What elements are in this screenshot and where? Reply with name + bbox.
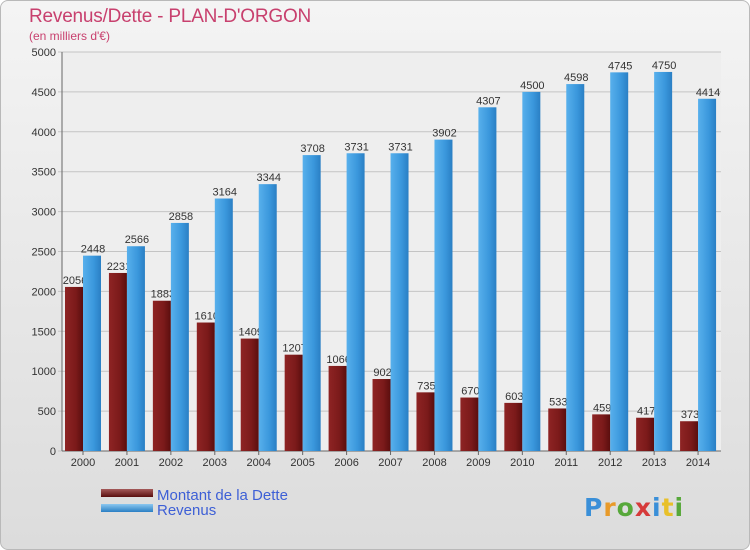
bar-revenus xyxy=(478,107,497,452)
chart-subtitle: (en milliers d'€) xyxy=(29,29,110,43)
bar-revenus xyxy=(258,184,277,451)
x-tick-label: 2004 xyxy=(246,457,270,469)
x-tick-label: 2005 xyxy=(290,457,314,469)
bar-revenus xyxy=(522,91,541,452)
data-label: 2566 xyxy=(125,234,149,246)
data-label: 603 xyxy=(505,391,523,403)
x-tick-label: 2008 xyxy=(422,457,446,469)
x-tick-label: 2000 xyxy=(71,457,95,469)
y-tick-label: 500 xyxy=(38,406,56,418)
data-label: 3731 xyxy=(344,141,368,153)
bar-dette xyxy=(240,338,259,451)
data-label: 3344 xyxy=(256,172,280,184)
bar-revenus xyxy=(390,153,409,451)
bar-dette xyxy=(680,421,699,451)
x-tick-label: 2001 xyxy=(115,457,139,469)
bar-revenus xyxy=(126,246,145,451)
y-tick-label: 0 xyxy=(50,446,56,458)
data-label: 4414 xyxy=(696,87,720,99)
x-tick-label: 2010 xyxy=(510,457,534,469)
y-tick-label: 1000 xyxy=(32,366,56,378)
y-tick-label: 4500 xyxy=(32,87,56,99)
data-label: 4307 xyxy=(476,95,500,107)
legend-label-revenus: Revenus xyxy=(157,502,216,519)
y-tick-label: 5000 xyxy=(32,47,56,59)
plot-area: 0 500 1000 1500 2000 2500 3000 3500 4000 4500 5000… xyxy=(32,47,721,469)
data-label: 735 xyxy=(417,380,435,392)
x-tick-label: 2003 xyxy=(203,457,227,469)
bar-dette xyxy=(504,402,523,451)
bar-dette xyxy=(636,417,655,451)
data-label: 3731 xyxy=(388,141,412,153)
svg-text:Proxiti: Proxiti xyxy=(584,493,684,522)
data-label: 1883 xyxy=(151,289,175,301)
data-label: 2858 xyxy=(169,211,193,223)
bar-revenus xyxy=(346,153,365,451)
data-label: 3902 xyxy=(432,128,456,140)
data-label: 1610 xyxy=(195,311,219,323)
data-label: 3708 xyxy=(300,143,324,155)
y-tick-label: 4000 xyxy=(32,127,56,139)
data-label: 1409 xyxy=(238,327,262,339)
bar-revenus xyxy=(566,84,585,452)
data-label: 1066 xyxy=(326,354,350,366)
bar-dette xyxy=(65,286,83,451)
bar-dette xyxy=(196,322,215,451)
data-label: 2231 xyxy=(107,261,131,273)
data-label: 2056 xyxy=(63,275,87,287)
x-tick-label: 2011 xyxy=(554,457,578,469)
bar-revenus xyxy=(654,71,673,451)
data-label: 4500 xyxy=(520,80,544,92)
data-label: 417 xyxy=(637,406,655,418)
data-label: 4750 xyxy=(652,60,676,72)
bar-dette xyxy=(416,392,435,451)
data-label: 459 xyxy=(593,402,611,414)
bar-revenus xyxy=(83,255,101,451)
legend-label-dette: Montant de la Dette xyxy=(157,487,288,504)
legend-swatch-revenus xyxy=(101,504,153,512)
y-tick-label: 3000 xyxy=(32,207,56,219)
y-tick-label: 3500 xyxy=(32,167,56,179)
chart-title: Revenus/Dette - PLAN-D'ORGON xyxy=(29,6,312,27)
bar-revenus xyxy=(302,155,321,451)
bar-dette xyxy=(592,414,611,451)
proxiti-logo: Proxiti xyxy=(584,493,684,522)
y-tick-label: 2000 xyxy=(32,286,56,298)
legend-swatch-dette xyxy=(101,489,153,497)
x-tick-label: 2002 xyxy=(159,457,183,469)
bar-dette xyxy=(284,354,303,451)
x-tick-label: 2014 xyxy=(686,457,710,469)
data-label: 1207 xyxy=(282,343,306,355)
bar-revenus xyxy=(610,72,629,451)
bar-dette xyxy=(108,272,127,451)
bar-dette xyxy=(372,379,391,451)
data-label: 2448 xyxy=(81,244,105,256)
data-label: 3164 xyxy=(213,187,237,199)
data-label: 902 xyxy=(373,367,391,379)
bar-dette xyxy=(548,408,567,451)
x-tick-label: 2012 xyxy=(598,457,622,469)
bar-revenus xyxy=(214,198,233,451)
bar-revenus xyxy=(434,139,453,451)
data-label: 373 xyxy=(681,409,699,421)
bar-revenus xyxy=(698,98,717,451)
data-label: 4745 xyxy=(608,60,632,72)
bar-dette xyxy=(152,300,171,451)
bar-revenus xyxy=(170,222,189,451)
y-tick-label: 2500 xyxy=(32,247,56,259)
y-tick-label: 1500 xyxy=(32,326,56,338)
data-label: 670 xyxy=(461,386,479,398)
legend: Montant de la Dette Revenus xyxy=(101,487,288,519)
bar-dette xyxy=(328,365,347,451)
x-tick-label: 2006 xyxy=(334,457,358,469)
x-tick-label: 2007 xyxy=(378,457,402,469)
data-label: 4598 xyxy=(564,72,588,84)
x-tick-label: 2013 xyxy=(642,457,666,469)
bar-dette xyxy=(460,397,479,451)
x-tick-label: 2009 xyxy=(466,457,490,469)
data-label: 533 xyxy=(549,396,567,408)
